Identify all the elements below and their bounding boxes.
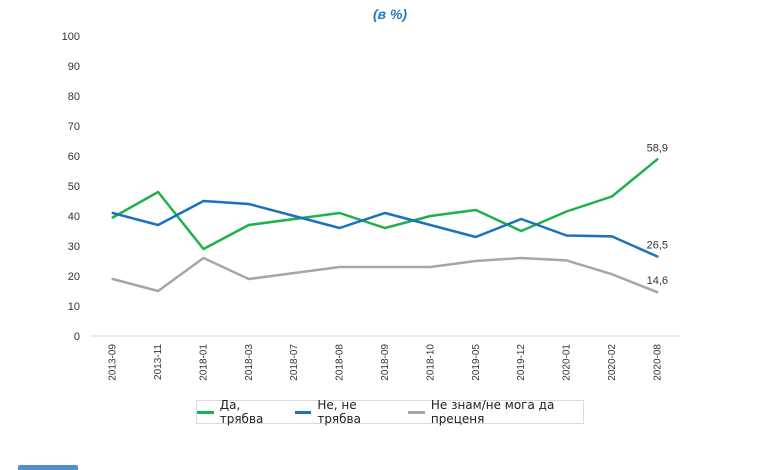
y-axis: 0 10 20 30 40 50 60 70 80 90 100 bbox=[62, 31, 80, 343]
legend-item-yes: Да, трябва bbox=[197, 398, 277, 426]
legend-swatch-dont-know bbox=[408, 410, 425, 414]
data-labels: 58,9 26,5 14,6 bbox=[647, 142, 668, 287]
chart-subtitle: (в %) bbox=[372, 6, 408, 22]
legend-label-no: Не, не трябва bbox=[317, 398, 361, 426]
y-tick-label: 100 bbox=[62, 31, 80, 43]
y-tick-label: 70 bbox=[68, 121, 80, 133]
series-line-dont-know bbox=[111, 256, 659, 294]
end-data-label: 26,5 bbox=[647, 240, 668, 252]
y-tick-label: 50 bbox=[68, 181, 80, 193]
x-tick-label: 2018-07 bbox=[289, 344, 300, 381]
x-tick-label: 2018-09 bbox=[380, 344, 391, 381]
y-tick-label: 40 bbox=[68, 211, 80, 223]
end-data-label: 58,9 bbox=[647, 142, 668, 154]
x-tick-label: 2018-08 bbox=[335, 344, 346, 381]
x-tick-label: 2018-01 bbox=[198, 344, 209, 381]
y-tick-label: 20 bbox=[68, 271, 80, 283]
end-data-label: 14,6 bbox=[647, 275, 668, 287]
y-tick-label: 80 bbox=[68, 91, 80, 103]
legend-swatch-no bbox=[294, 410, 312, 414]
legend-item-dont-know: Не знам/не мога да преценя bbox=[408, 398, 583, 426]
y-tick-label: 0 bbox=[74, 331, 80, 343]
x-tick-label: 2020-01 bbox=[562, 344, 573, 381]
legend-item-no: Не, не трябва bbox=[294, 398, 390, 426]
legend-label-yes: Да, трябва bbox=[219, 398, 264, 426]
y-tick-label: 60 bbox=[68, 151, 80, 163]
x-tick-label: 2013-11 bbox=[153, 344, 164, 380]
series-layer bbox=[111, 158, 659, 294]
x-tick-label: 2020-02 bbox=[607, 344, 618, 381]
x-axis: 2013-09 2013-11 2018-01 2018-03 2018-07 2018-… bbox=[90, 335, 680, 381]
x-tick-label: 2019-12 bbox=[516, 344, 527, 381]
x-tick-label: 2020-08 bbox=[652, 344, 663, 381]
y-tick-label: 90 bbox=[68, 61, 80, 73]
x-tick-label: 2018-10 bbox=[425, 344, 436, 381]
bottom-tab-indicator bbox=[18, 465, 78, 470]
legend: Да, трябва Не, не трябва Не знам/не мога… bbox=[196, 398, 584, 426]
y-tick-label: 30 bbox=[68, 241, 80, 253]
legend-swatch-yes bbox=[197, 410, 214, 414]
x-tick-label: 2019-05 bbox=[471, 344, 482, 381]
y-tick-label: 10 bbox=[68, 301, 80, 313]
x-tick-label: 2013-09 bbox=[108, 344, 119, 381]
legend-label-dont-know: Не знам/не мога да преценя bbox=[430, 398, 555, 426]
x-tick-label: 2018-03 bbox=[244, 344, 255, 381]
